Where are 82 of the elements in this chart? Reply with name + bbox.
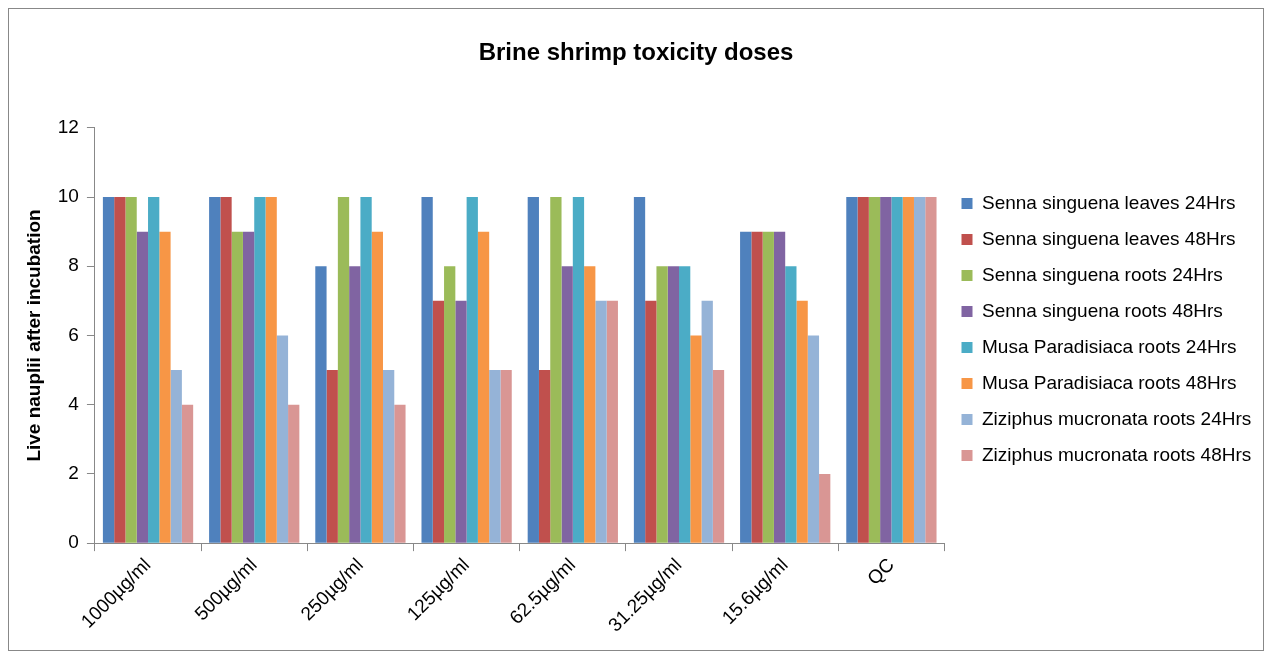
- bar: [712, 370, 725, 543]
- y-tick-label: 4: [68, 392, 80, 414]
- bar: [868, 197, 881, 543]
- y-tick-label: 6: [68, 323, 79, 345]
- bar: [254, 197, 266, 543]
- y-tick-label: 12: [57, 116, 79, 138]
- bar: [550, 197, 562, 543]
- bar: [220, 197, 232, 543]
- bar: [913, 197, 926, 543]
- y-tick-label: 2: [68, 462, 79, 484]
- chart-title: Brine shrimp toxicity doses: [478, 38, 794, 66]
- legend-label: Ziziphus mucronata roots 24Hrs: [982, 407, 1252, 429]
- bar: [326, 370, 338, 543]
- bar: [667, 266, 680, 543]
- legend-label: Senna singuena leaves 48Hrs: [982, 227, 1236, 249]
- bar: [209, 197, 221, 543]
- bar: [242, 231, 255, 543]
- bar: [181, 404, 194, 543]
- bar: [102, 197, 115, 543]
- bar: [762, 231, 774, 543]
- bar: [740, 231, 752, 543]
- bar: [500, 370, 512, 543]
- bar: [701, 300, 713, 543]
- bar: [690, 335, 702, 543]
- bar: [527, 197, 539, 543]
- bar: [288, 404, 300, 543]
- x-tick-label: QC: [862, 553, 898, 589]
- bar: [925, 197, 937, 543]
- y-tick-label: 10: [57, 185, 79, 207]
- bar: [633, 197, 646, 543]
- bar: [645, 300, 657, 543]
- bar: [382, 370, 395, 543]
- bar: [136, 231, 149, 543]
- y-tick-label: 8: [68, 254, 79, 276]
- bar: [125, 197, 137, 543]
- bar: [489, 370, 501, 543]
- bar: [891, 197, 903, 543]
- bar: [773, 231, 786, 543]
- bar: [606, 300, 618, 543]
- bar: [231, 231, 243, 543]
- bar: [584, 266, 596, 543]
- bar: [857, 197, 869, 543]
- bar: [538, 370, 551, 543]
- bar: [371, 231, 383, 543]
- bar: [315, 266, 327, 543]
- legend-label: Senna singuena roots 24Hrs: [982, 263, 1223, 285]
- bar: [595, 300, 607, 543]
- legend-label: Ziziphus mucronata roots 48Hrs: [982, 443, 1252, 465]
- bar: [455, 300, 467, 543]
- bar: [432, 300, 445, 543]
- bar: [819, 473, 831, 543]
- legend-label: Senna singuena roots 48Hrs: [982, 299, 1223, 321]
- bar: [148, 197, 160, 543]
- bar: [276, 335, 289, 543]
- bar: [679, 266, 691, 543]
- bar: [656, 266, 668, 543]
- bar: [477, 231, 490, 543]
- bar: [444, 266, 456, 543]
- bar: [337, 197, 350, 543]
- bar: [265, 197, 277, 543]
- bar: [360, 197, 372, 543]
- bar: [902, 197, 914, 543]
- bar: [349, 266, 361, 543]
- bar: [394, 404, 406, 543]
- legend-label: Musa Paradisiaca roots 48Hrs: [982, 371, 1237, 393]
- bar: [751, 231, 763, 543]
- bar: [421, 197, 433, 543]
- bar: [170, 370, 182, 543]
- y-tick-label: 0: [68, 531, 79, 553]
- bar: [880, 197, 892, 543]
- bar: [846, 197, 858, 543]
- bar: [159, 231, 171, 543]
- y-axis-title: Live nauplii after incubation: [22, 209, 44, 462]
- bar: [796, 300, 808, 543]
- legend-label: Musa Paradisiaca roots 24Hrs: [982, 335, 1237, 357]
- bar: [114, 197, 126, 543]
- bar: [466, 197, 478, 543]
- bar: [572, 197, 585, 543]
- bar: [807, 335, 820, 543]
- bar: [561, 266, 573, 543]
- legend-label: Senna singuena leaves 24Hrs: [982, 191, 1236, 213]
- bar: [785, 266, 797, 543]
